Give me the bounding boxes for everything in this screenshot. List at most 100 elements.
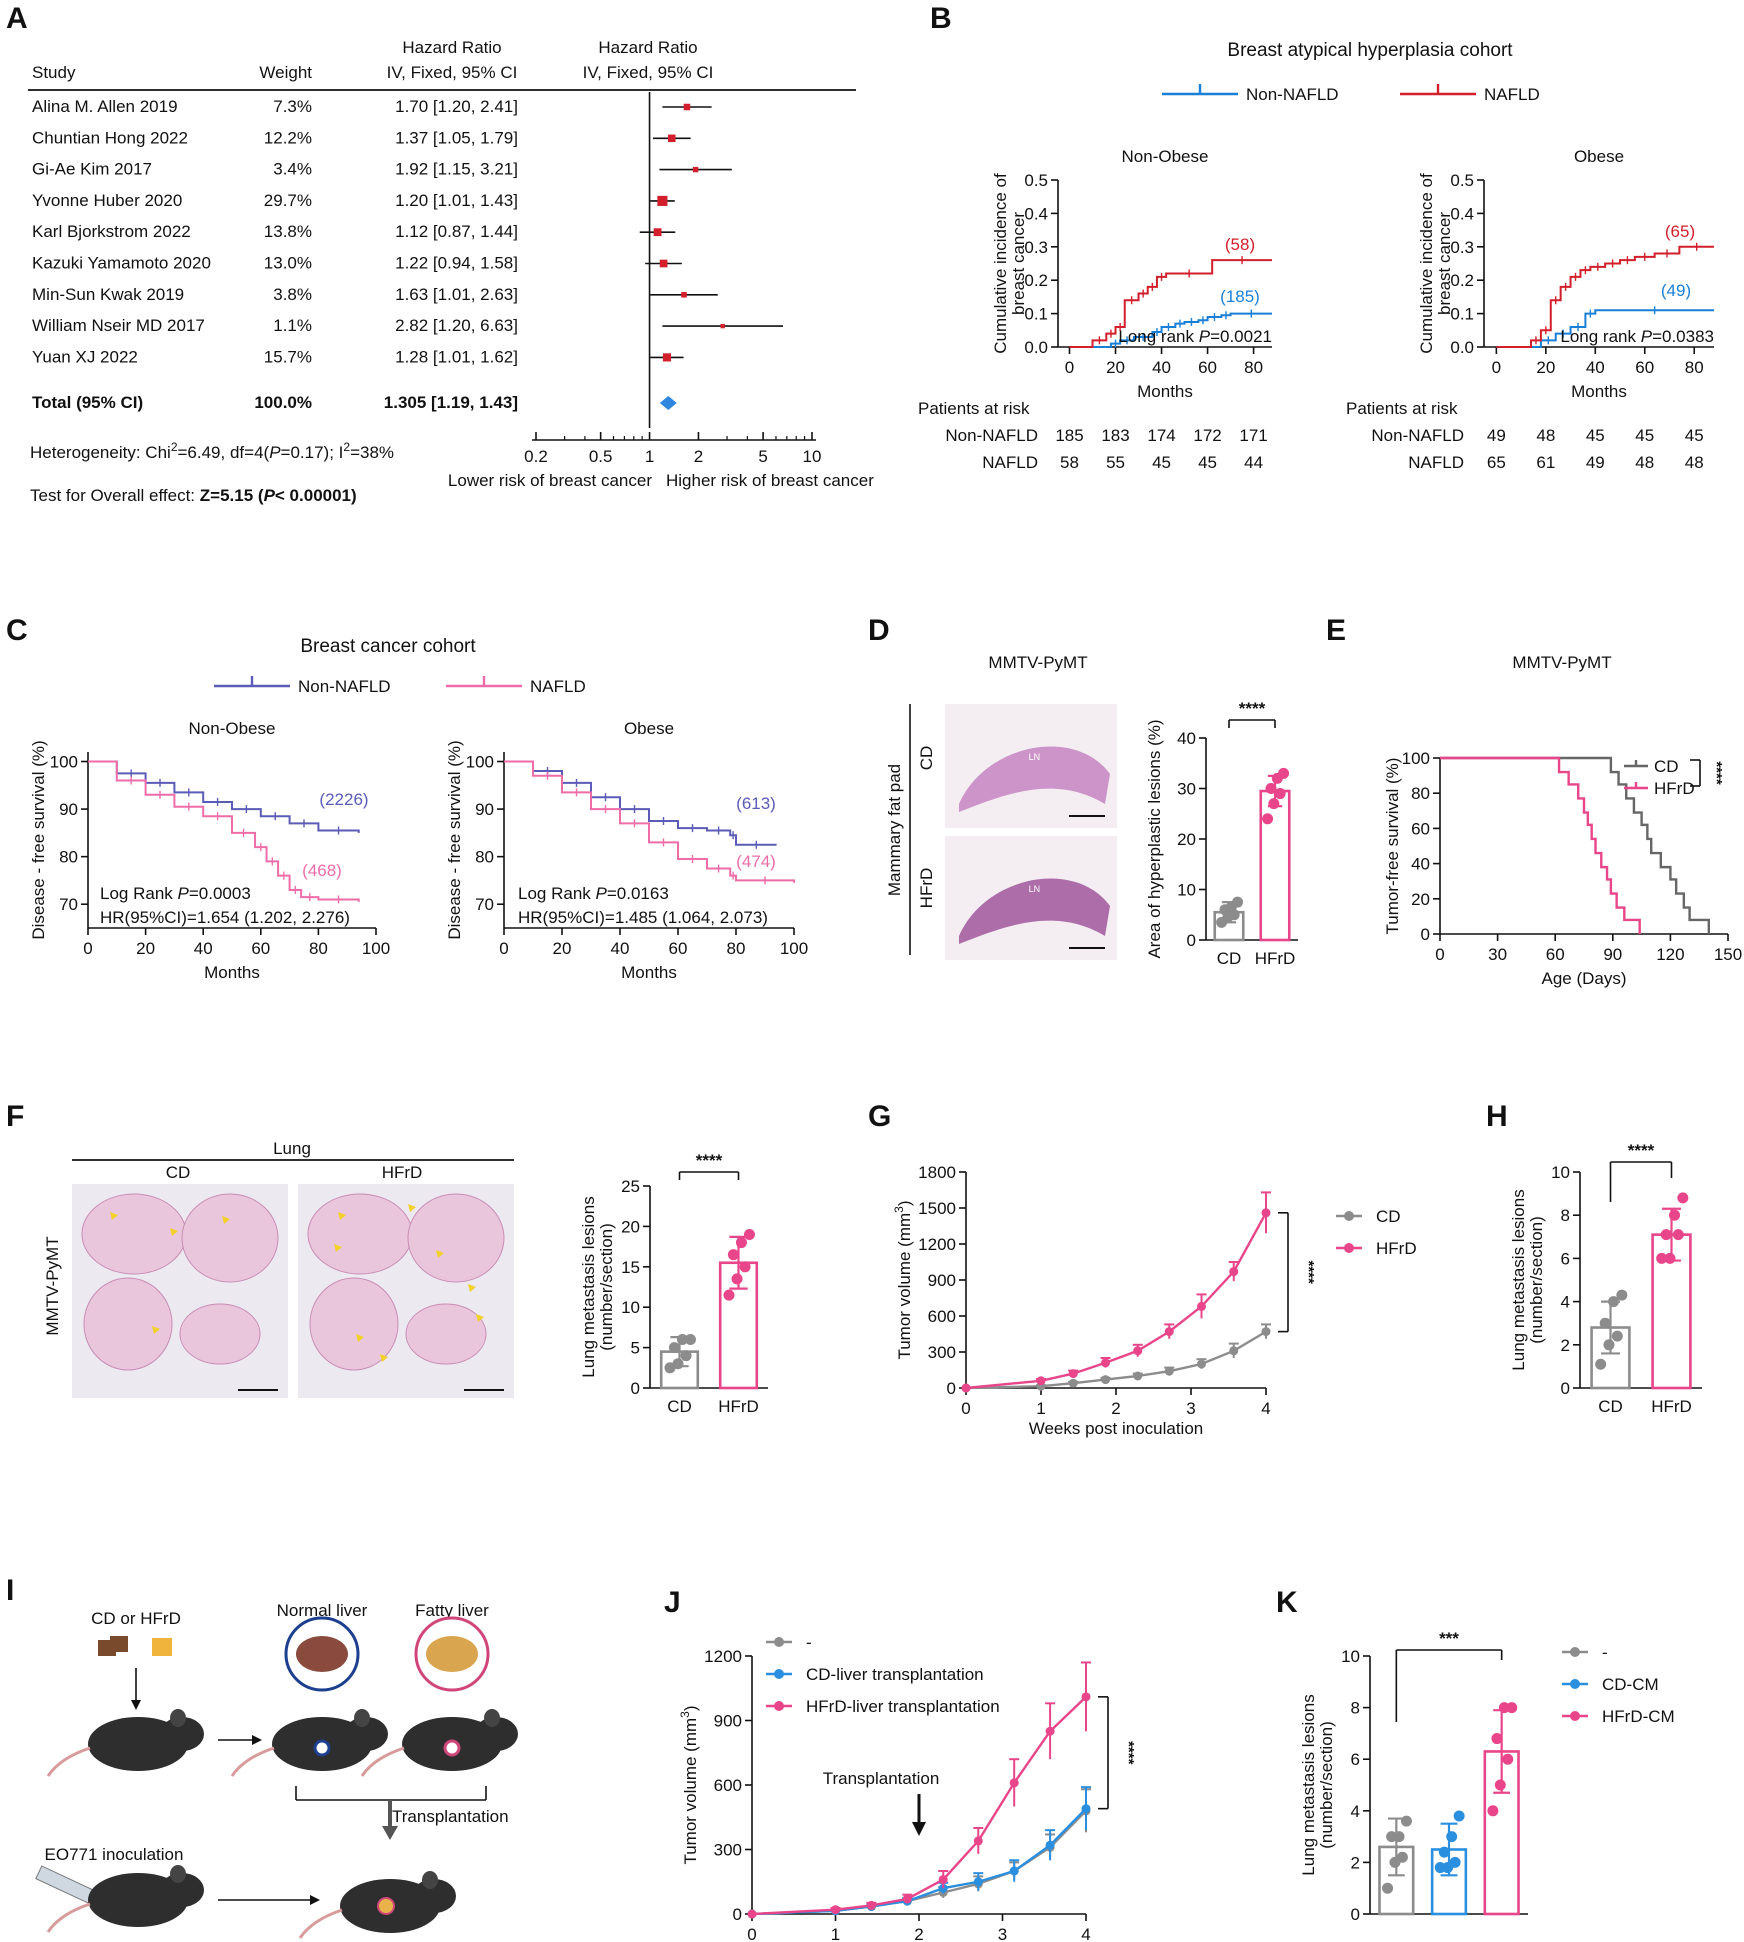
study-name: Min-Sun Kwak 2019 (32, 285, 184, 304)
y-tick-label: 15 (621, 1258, 640, 1277)
panel-letter-k: K (1276, 1586, 1298, 1619)
study-row: Karl Bjorkstrom 2022 13.8% 1.12 [0.87, 1.4… (32, 222, 676, 241)
line-chart-j: 0300600900120001234Weeks post inoculatio… (678, 1633, 1137, 1942)
data-point (1677, 1192, 1689, 1204)
data-point (743, 1228, 755, 1240)
data-point (1081, 1804, 1091, 1814)
x-tick-label: 0 (1492, 358, 1501, 377)
y-tick-label: 0 (733, 1905, 742, 1924)
lung-section-cd (72, 1184, 288, 1398)
y-tick-label: 100 (466, 753, 494, 772)
label-part: Heterogeneity: Chi (30, 443, 171, 462)
panel-letter-g: G (868, 1100, 891, 1133)
data-point (1278, 767, 1290, 779)
subplot-title: Obese (1574, 147, 1624, 166)
image-group-label: Mammary fat pad (885, 764, 904, 896)
risk-row-name: Non-NAFLD (945, 426, 1038, 445)
x-tick-label: 60 (669, 939, 688, 958)
x-tick-label: 0.2 (524, 447, 548, 466)
study-row: William Nseir MD 2017 1.1% 2.82 [1.20, 6.6… (32, 316, 784, 335)
data-point (1491, 1733, 1503, 1745)
study-ci: 1.92 [1.15, 3.21] (395, 160, 518, 179)
study-row: Gi-Ae Kim 2017 3.4% 1.92 [1.15, 3.21] (32, 160, 732, 179)
x-tick-label: 10 (803, 447, 822, 466)
x-tick-label: 100 (362, 939, 390, 958)
category-label: CD (667, 1397, 692, 1416)
study-ci: 1.63 [1.01, 2.63] (395, 285, 518, 304)
y-tick-label: 0.5 (1024, 171, 1048, 190)
study-weight: 3.8% (273, 285, 312, 304)
x-tick-label: 5 (758, 447, 767, 466)
mouse-ear (422, 1871, 438, 1889)
higher-risk-label: Higher risk of breast cancer (666, 471, 874, 490)
significance-stars: **** (1120, 1741, 1137, 1765)
label-part: =0.0003 (189, 884, 251, 903)
y-axis-label: Cumulative incidence of (991, 173, 1010, 354)
label-part: Tumor volume (mm (895, 1213, 914, 1360)
legend-label: - (806, 1633, 812, 1652)
y-tick-label: 5 (631, 1339, 640, 1358)
data-point (1274, 788, 1286, 800)
study-name: Kazuki Yamamoto 2020 (32, 254, 211, 273)
km-subplot: Obese 70 80 90 100 0 20 40 60 80 100 Months Disease … (445, 719, 808, 982)
study-ci: 2.82 [1.20, 6.63] (395, 316, 518, 335)
y-tick-label: 0 (631, 1379, 640, 1398)
study-marker (662, 353, 672, 362)
y-tick-label: 1800 (918, 1163, 956, 1182)
chow-pellet (110, 1636, 128, 1652)
data-point (1232, 896, 1244, 908)
data-point (1261, 1327, 1271, 1337)
risk-value: 45 (1635, 426, 1654, 445)
y-tick-label: 40 (1411, 855, 1430, 874)
metastasis-arrow (356, 1334, 364, 1342)
legend-marker (1344, 1211, 1354, 1221)
risk-value: 45 (1685, 426, 1704, 445)
study-row: Min-Sun Kwak 2019 3.8% 1.63 [1.01, 2.63] (32, 285, 718, 304)
y-tick-label: 40 (1177, 729, 1196, 748)
study-ci: 1.22 [0.94, 1.58] (395, 254, 518, 273)
mouse-tail (360, 1746, 405, 1777)
label-part: Z=5.15 ( (200, 486, 264, 505)
risk-row-name: NAFLD (982, 453, 1038, 472)
y-axis-label: breast cancer (1435, 212, 1454, 315)
x-tick-label: 40 (194, 939, 213, 958)
y-axis-label: Tumor volume (mm3) (892, 1200, 914, 1359)
study-marker (667, 134, 676, 143)
total-name: Total (95% CI) (32, 393, 143, 412)
y-axis-label: (number/section) (1317, 1721, 1336, 1849)
metastasis-arrow (338, 1212, 346, 1220)
data-point (1393, 1831, 1405, 1843)
image-row-label: MMTV-PyMT (43, 1236, 62, 1335)
data-point (1229, 1346, 1239, 1356)
legend-marker (1570, 1647, 1580, 1657)
data-point (1446, 1831, 1458, 1843)
x-tick-label: 60 (1546, 945, 1565, 964)
study-row: Yuan XJ 2022 15.7% 1.28 [1.01, 1.62] (32, 347, 684, 366)
category-label: HFrD (1255, 949, 1296, 968)
km-subplot: Non-Obese 70 80 90 100 0 20 40 60 80 100 Months Dise… (29, 719, 390, 982)
km-panel-b: Breast atypical hyperplasia cohort Non-NA… (918, 40, 1714, 472)
x-tick-label: 4 (1081, 1925, 1090, 1942)
x-tick-label: 80 (309, 939, 328, 958)
y-tick-label: 20 (621, 1217, 640, 1236)
risk-value: 45 (1152, 453, 1171, 472)
study-weight: 3.4% (273, 160, 312, 179)
risk-value: 49 (1586, 453, 1605, 472)
data-point (1438, 1846, 1450, 1858)
cohort-title: Breast atypical hyperplasia cohort (1227, 40, 1513, 61)
series-0 (961, 1323, 1271, 1393)
data-point (1164, 1366, 1174, 1376)
study-weight: 15.7% (264, 347, 312, 366)
x-axis-label: Weeks post inoculation (1029, 1419, 1204, 1438)
y-tick-label: 100 (1402, 749, 1430, 768)
bar (1259, 789, 1291, 942)
legend-label: HFrD-CM (1602, 1707, 1675, 1726)
x-tick-label: 40 (1586, 358, 1605, 377)
data-point (1494, 1779, 1506, 1791)
model-title: MMTV-PyMT (1512, 653, 1611, 672)
group-n-label: (65) (1665, 222, 1695, 241)
y-tick-label: 30 (1177, 780, 1196, 799)
km-subplot: Obese 0.0 0.1 0.2 0.3 0.4 0.5 0 20 40 60 80 Months Cu… (1346, 147, 1714, 472)
study-marker (659, 259, 668, 268)
metastasis-arrow (170, 1228, 178, 1236)
